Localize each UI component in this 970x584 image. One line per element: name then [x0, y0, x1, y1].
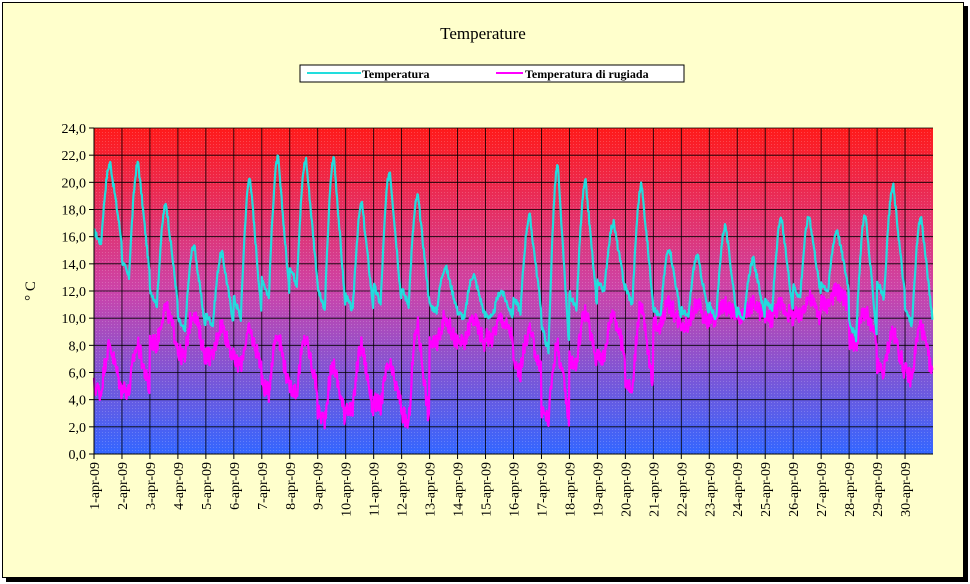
legend-label-temperatura: Temperatura [362, 67, 430, 81]
x-tick-label: 29-apr-09 [871, 462, 886, 517]
y-tick-label: 4,0 [69, 394, 87, 409]
x-tick-label: 4-apr-09 [172, 462, 187, 510]
x-tick-label: 3-apr-09 [144, 462, 159, 510]
y-tick-label: 20,0 [62, 176, 87, 191]
x-tick-label: 15-apr-09 [480, 462, 495, 517]
x-tick-label: 11-apr-09 [368, 462, 383, 516]
y-tick-label: 10,0 [62, 312, 87, 327]
chart-title: Temperature [440, 24, 526, 43]
y-tick-label: 18,0 [62, 204, 87, 219]
y-tick-label: 24,0 [62, 122, 87, 137]
y-tick-label: 22,0 [62, 149, 87, 164]
y-tick-label: 6,0 [69, 367, 87, 382]
y-tick-label: 14,0 [62, 258, 87, 273]
y-tick-labels: 0,0 2,0 4,0 6,0 8,0 10,0 12,0 14,0 16,0 18,0 20,0 2… [62, 122, 94, 463]
y-axis-label: ° C [23, 281, 39, 301]
x-tick-label: 26-apr-09 [787, 462, 802, 517]
x-tick-label: 12-apr-09 [396, 462, 411, 517]
x-tick-label: 14-apr-09 [452, 462, 467, 517]
x-tick-label: 8-apr-09 [284, 462, 299, 510]
x-tick-label: 2-apr-09 [116, 462, 131, 510]
series-layer [92, 154, 934, 430]
temperature-chart: Temperature Temperatura Temperatura di r… [23, 24, 934, 517]
y-tick-label: 16,0 [62, 231, 87, 246]
legend: Temperatura Temperatura di rugiada [299, 64, 685, 83]
y-tick-label: 8,0 [69, 339, 87, 354]
x-tick-label: 17-apr-09 [535, 462, 550, 517]
x-tick-label: 1-apr-09 [88, 462, 103, 510]
x-tick-label: 19-apr-09 [591, 462, 606, 517]
x-tick-label: 23-apr-09 [703, 462, 718, 517]
x-tick-label: 16-apr-09 [508, 462, 523, 517]
x-tick-label: 24-apr-09 [731, 462, 746, 517]
series-line-temperatura [93, 154, 934, 355]
x-tick-label: 30-apr-09 [899, 462, 914, 517]
y-tick-label: 2,0 [69, 421, 87, 436]
y-tick-label: 12,0 [62, 285, 87, 300]
legend-label-rugiada: Temperatura di rugiada [525, 67, 649, 81]
x-tick-label: 27-apr-09 [815, 462, 830, 517]
x-tick-label: 13-apr-09 [424, 462, 439, 517]
legend-box [299, 64, 685, 83]
x-tick-labels: 1-apr-09 2-apr-09 3-apr-09 4-apr-09 5-apr-09… [88, 454, 914, 517]
x-tick-label: 9-apr-09 [312, 462, 327, 510]
chart-frame: Temperature Temperatura Temperatura di r… [2, 2, 964, 578]
y-tick-label: 0,0 [69, 448, 87, 463]
x-tick-label: 20-apr-09 [619, 462, 634, 517]
x-tick-label: 10-apr-09 [340, 462, 355, 517]
series-line-rugiada [92, 282, 934, 430]
x-tick-label: 5-apr-09 [200, 462, 215, 510]
x-tick-label: 18-apr-09 [563, 462, 578, 517]
x-tick-label: 28-apr-09 [843, 462, 858, 517]
x-tick-label: 21-apr-09 [647, 462, 662, 517]
x-tick-label: 6-apr-09 [228, 462, 243, 510]
x-tick-label: 22-apr-09 [675, 462, 690, 517]
x-tick-label: 7-apr-09 [256, 462, 271, 510]
x-tick-label: 25-apr-09 [759, 462, 774, 517]
